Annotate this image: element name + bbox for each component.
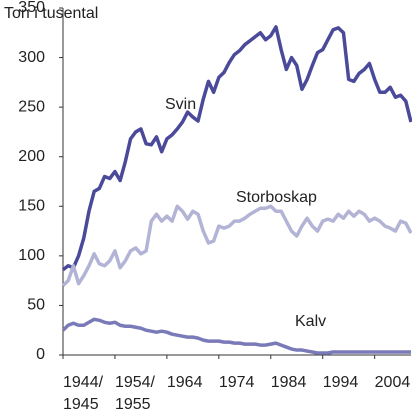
series-label: Kalv [295, 313, 326, 330]
x-tick-label: 1964 [167, 374, 203, 391]
y-tick-label: 200 [18, 148, 45, 165]
y-tick-label: 300 [18, 49, 45, 66]
series-line [61, 25, 412, 272]
y-tick-label: 150 [18, 198, 45, 215]
y-tick-label: 350 [18, 0, 45, 16]
series-label: Storboskap [236, 189, 317, 206]
y-axis-label: Ton i tusental [4, 5, 98, 22]
x-tick-label: 1984 [271, 374, 307, 391]
series-line [61, 317, 411, 355]
series-label: Svin [165, 96, 196, 113]
series-line [61, 204, 412, 287]
x-tick-label: 1954/1955 [115, 374, 156, 413]
y-tick-label: 100 [18, 247, 45, 264]
x-tick-label: 1974 [219, 374, 255, 391]
x-tick-label: 2004 [375, 374, 411, 391]
x-tick-label: 1944/1945 [63, 374, 104, 413]
x-tick-label: 1994 [323, 374, 359, 391]
y-tick-label: 50 [27, 297, 45, 314]
y-tick-label: 250 [18, 98, 45, 115]
y-tick-label: 0 [36, 346, 45, 363]
